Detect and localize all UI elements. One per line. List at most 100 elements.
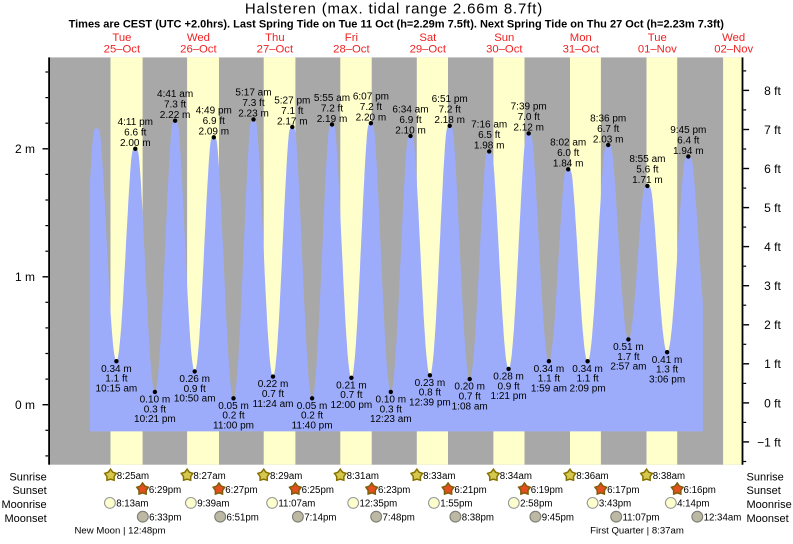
svg-text:0.51 m: 0.51 m xyxy=(613,342,644,353)
svg-text:11:00 pm: 11:00 pm xyxy=(213,421,254,432)
svg-text:28–Oct: 28–Oct xyxy=(333,44,370,56)
svg-text:Fri: Fri xyxy=(345,32,358,44)
svg-text:27–Oct: 27–Oct xyxy=(257,44,294,56)
svg-text:5:17 am: 5:17 am xyxy=(235,88,271,99)
svg-text:0.41 m: 0.41 m xyxy=(652,355,683,366)
svg-text:2.10 m: 2.10 m xyxy=(395,125,426,136)
svg-text:1:59 am: 1:59 am xyxy=(531,383,567,394)
svg-text:12:00 pm: 12:00 pm xyxy=(331,400,373,411)
svg-text:7 ft: 7 ft xyxy=(764,123,781,137)
svg-text:1.94 m: 1.94 m xyxy=(673,146,704,157)
svg-text:6.6 ft: 6.6 ft xyxy=(124,128,146,139)
svg-text:0.20 m: 0.20 m xyxy=(454,382,485,393)
svg-text:1.1 ft: 1.1 ft xyxy=(538,374,560,385)
svg-text:New Moon | 12:48pm: New Moon | 12:48pm xyxy=(74,525,165,536)
svg-text:6.4 ft: 6.4 ft xyxy=(677,135,699,146)
svg-text:0.28 m: 0.28 m xyxy=(493,372,524,383)
svg-text:8:38pm: 8:38pm xyxy=(462,512,494,523)
svg-text:7:14pm: 7:14pm xyxy=(304,512,336,523)
svg-text:11:40 pm: 11:40 pm xyxy=(292,421,333,432)
svg-text:0.2 ft: 0.2 ft xyxy=(222,411,244,422)
svg-text:Mon: Mon xyxy=(570,32,592,44)
svg-text:6:34 am: 6:34 am xyxy=(392,104,428,115)
svg-text:5.6 ft: 5.6 ft xyxy=(636,165,658,176)
svg-text:6:23pm: 6:23pm xyxy=(378,485,410,496)
svg-text:0 m: 0 m xyxy=(15,398,35,412)
svg-text:0 ft: 0 ft xyxy=(764,396,781,410)
svg-text:1.3 ft: 1.3 ft xyxy=(656,365,678,376)
svg-text:31–Oct: 31–Oct xyxy=(563,44,600,56)
svg-text:7.1 ft: 7.1 ft xyxy=(281,106,303,117)
svg-text:7:39 pm: 7:39 pm xyxy=(511,102,547,113)
svg-text:1.84 m: 1.84 m xyxy=(553,159,584,170)
svg-text:8:25am: 8:25am xyxy=(117,471,149,482)
svg-text:2.18 m: 2.18 m xyxy=(434,115,465,126)
svg-text:7.0 ft: 7.0 ft xyxy=(518,112,540,123)
svg-text:2:09 pm: 2:09 pm xyxy=(570,383,606,394)
svg-text:6:17pm: 6:17pm xyxy=(607,485,639,496)
svg-text:Wed: Wed xyxy=(187,32,210,44)
svg-text:1:55pm: 1:55pm xyxy=(440,499,472,510)
svg-text:1:21 pm: 1:21 pm xyxy=(491,391,527,402)
svg-text:Sunrise: Sunrise xyxy=(9,471,46,483)
svg-text:6:07 pm: 6:07 pm xyxy=(353,92,389,103)
svg-text:6:19pm: 6:19pm xyxy=(531,485,563,496)
svg-text:4 ft: 4 ft xyxy=(764,240,781,254)
svg-text:6 ft: 6 ft xyxy=(764,162,781,176)
svg-text:2 m: 2 m xyxy=(15,142,35,156)
svg-text:First Quarter | 8:37am: First Quarter | 8:37am xyxy=(590,525,684,536)
svg-text:−1 ft: −1 ft xyxy=(757,435,781,449)
svg-text:Times are CEST (UTC +2.0hrs).: Times are CEST (UTC +2.0hrs). Last Sprin… xyxy=(69,19,725,31)
svg-text:26–Oct: 26–Oct xyxy=(180,44,217,56)
svg-text:4:14pm: 4:14pm xyxy=(677,499,709,510)
svg-text:8:34am: 8:34am xyxy=(500,471,532,482)
svg-text:7.2 ft: 7.2 ft xyxy=(321,103,343,114)
svg-text:4:41 am: 4:41 am xyxy=(157,89,193,100)
svg-text:4:49 pm: 4:49 pm xyxy=(196,106,232,117)
svg-text:0.22 m: 0.22 m xyxy=(258,379,289,390)
svg-text:Moonset: Moonset xyxy=(4,513,46,525)
svg-text:6:51pm: 6:51pm xyxy=(227,512,259,523)
svg-text:2.00 m: 2.00 m xyxy=(120,138,151,149)
svg-text:0.2 ft: 0.2 ft xyxy=(301,411,323,422)
svg-text:01–Nov: 01–Nov xyxy=(638,44,677,56)
svg-text:2:57 am: 2:57 am xyxy=(610,362,646,373)
svg-text:02–Nov: 02–Nov xyxy=(714,44,753,56)
svg-text:6:51 pm: 6:51 pm xyxy=(432,94,468,105)
svg-text:Thu: Thu xyxy=(265,32,284,44)
svg-text:29–Oct: 29–Oct xyxy=(410,44,447,56)
svg-text:6.5 ft: 6.5 ft xyxy=(478,130,500,141)
svg-text:9:45pm: 9:45pm xyxy=(542,512,574,523)
svg-text:7.2 ft: 7.2 ft xyxy=(360,102,382,113)
svg-text:1.7 ft: 1.7 ft xyxy=(617,352,639,363)
svg-text:6:27pm: 6:27pm xyxy=(225,485,257,496)
svg-text:2.23 m: 2.23 m xyxy=(238,109,269,120)
svg-text:10:21 pm: 10:21 pm xyxy=(134,414,176,425)
svg-text:Sunrise: Sunrise xyxy=(747,471,784,483)
svg-text:6.9 ft: 6.9 ft xyxy=(203,116,225,127)
svg-text:Moonset: Moonset xyxy=(747,513,789,525)
svg-text:8:31am: 8:31am xyxy=(347,471,379,482)
svg-text:1 m: 1 m xyxy=(15,270,35,284)
svg-text:2.22 m: 2.22 m xyxy=(160,110,191,121)
svg-text:Sat: Sat xyxy=(419,32,437,44)
svg-text:11:24 am: 11:24 am xyxy=(253,399,294,410)
svg-text:2:58pm: 2:58pm xyxy=(520,499,552,510)
svg-text:3:43pm: 3:43pm xyxy=(599,499,631,510)
svg-text:5:27 pm: 5:27 pm xyxy=(274,95,310,106)
svg-text:Tue: Tue xyxy=(112,32,131,44)
svg-text:0.34 m: 0.34 m xyxy=(101,364,132,375)
svg-text:11:07am: 11:07am xyxy=(278,499,315,510)
svg-text:0.10 m: 0.10 m xyxy=(140,395,171,406)
svg-text:Moonrise: Moonrise xyxy=(1,499,46,511)
svg-text:6:33pm: 6:33pm xyxy=(149,512,181,523)
svg-text:6:25pm: 6:25pm xyxy=(302,485,334,496)
svg-text:6.0 ft: 6.0 ft xyxy=(557,148,579,159)
svg-text:Wed: Wed xyxy=(722,32,745,44)
svg-text:8:55 am: 8:55 am xyxy=(629,154,665,165)
svg-text:2.03 m: 2.03 m xyxy=(593,134,624,145)
svg-text:9:39am: 9:39am xyxy=(197,499,229,510)
svg-text:10:50 am: 10:50 am xyxy=(174,394,216,405)
svg-text:25–Oct: 25–Oct xyxy=(104,44,141,56)
svg-text:7:48pm: 7:48pm xyxy=(383,512,415,523)
